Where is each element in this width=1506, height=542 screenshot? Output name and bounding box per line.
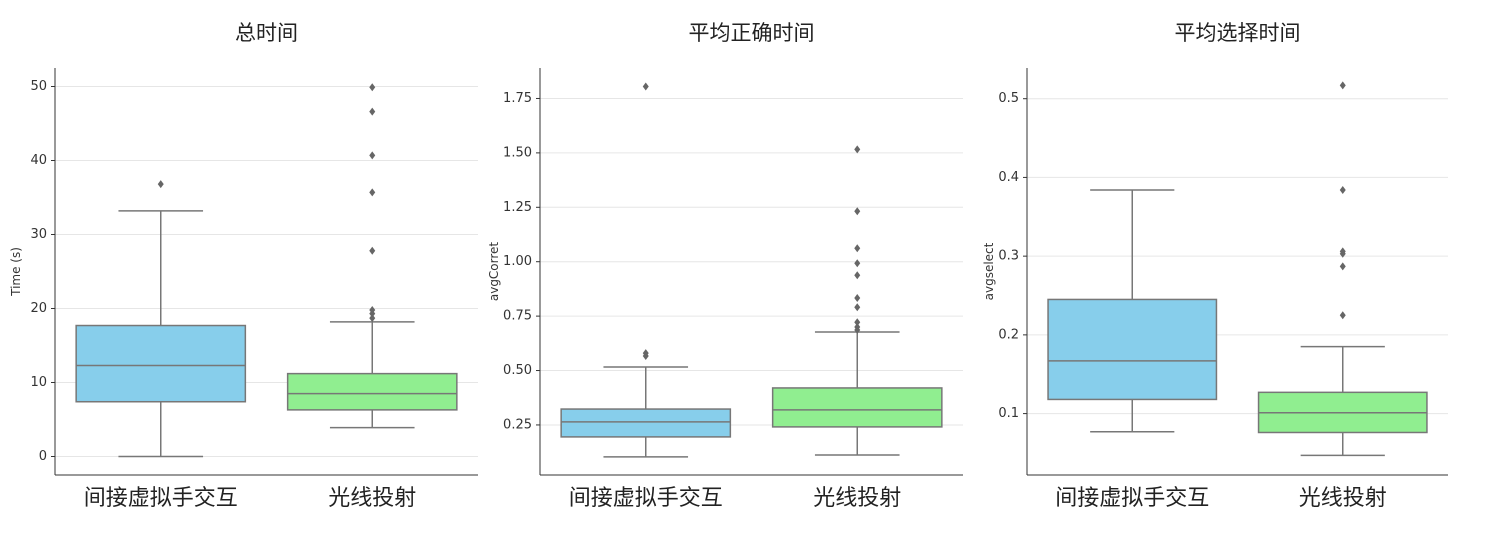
- outlier: [1339, 311, 1346, 320]
- outlier: [157, 180, 164, 189]
- outlier: [642, 82, 649, 91]
- y-tick-label: 0.50: [503, 363, 532, 378]
- x-tick-label: 光线投射: [1299, 486, 1387, 511]
- chart-title: 平均正确时间: [689, 21, 815, 45]
- y-tick-label: 0.25: [503, 417, 532, 432]
- chart-title: 总时间: [235, 21, 298, 45]
- box: [75, 324, 247, 403]
- y-tick-label: 30: [30, 227, 47, 242]
- outlier: [854, 326, 861, 335]
- outlier: [369, 188, 376, 197]
- y-tick-label: 0.5: [998, 91, 1019, 106]
- x-tick-label: 间接虚拟手交互: [569, 486, 723, 511]
- x-tick-label: 光线投射: [813, 486, 901, 511]
- y-tick-label: 10: [30, 375, 47, 390]
- outlier: [1339, 262, 1346, 271]
- outlier: [854, 259, 861, 268]
- y-axis-label: avgselect: [982, 242, 996, 300]
- y-tick-label: 0.4: [998, 170, 1019, 185]
- chart-title: 平均选择时间: [1175, 21, 1301, 45]
- outlier: [854, 207, 861, 216]
- y-tick-label: 1.00: [503, 254, 532, 269]
- y-tick-label: 1.75: [503, 91, 532, 106]
- y-tick-label: 0.3: [998, 249, 1019, 264]
- outlier: [854, 271, 861, 280]
- outlier: [369, 309, 376, 318]
- outlier: [1339, 249, 1346, 258]
- outlier: [369, 107, 376, 116]
- y-tick-label: 0.75: [503, 309, 532, 324]
- y-tick-label: 20: [30, 301, 47, 316]
- x-tick-label: 间接虚拟手交互: [1055, 486, 1209, 511]
- outlier: [854, 145, 861, 154]
- outlier: [369, 151, 376, 160]
- outlier: [369, 83, 376, 92]
- y-axis-label: Time (s): [9, 247, 23, 297]
- box: [771, 387, 943, 428]
- y-tick-label: 0.2: [998, 327, 1019, 342]
- x-tick-label: 光线投射: [328, 486, 416, 511]
- box: [286, 372, 458, 411]
- outlier: [854, 244, 861, 253]
- y-tick-label: 1.25: [503, 200, 532, 215]
- outlier: [369, 314, 376, 323]
- y-tick-label: 1.50: [503, 145, 532, 160]
- box: [560, 408, 732, 438]
- x-tick-label: 间接虚拟手交互: [84, 486, 238, 511]
- outlier: [854, 303, 861, 312]
- y-tick-label: 0: [39, 449, 47, 464]
- outlier: [369, 246, 376, 255]
- y-axis-label: avgCorret: [487, 242, 501, 302]
- outlier: [1339, 186, 1346, 195]
- y-tick-label: 40: [30, 153, 47, 168]
- y-tick-label: 0.1: [998, 406, 1019, 421]
- box: [1047, 298, 1218, 401]
- outlier: [854, 294, 861, 303]
- y-tick-label: 50: [30, 79, 47, 94]
- outlier: [1339, 81, 1346, 90]
- outlier: [642, 351, 649, 360]
- outlier: [854, 318, 861, 327]
